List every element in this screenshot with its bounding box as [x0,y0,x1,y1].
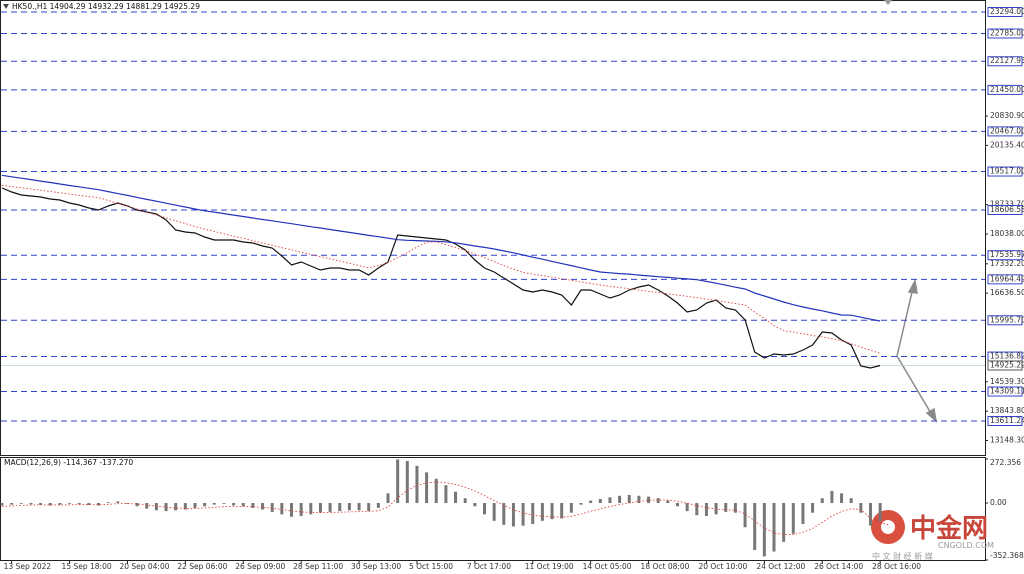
x-tick-label: 22 Sep 06:00 [177,562,227,571]
level-label-box [987,315,1023,326]
level-label: 20467.00 [990,126,1024,135]
level-label: 15136.82 [990,352,1024,361]
level-label-box [987,250,1023,261]
y-tick-label: 16636.50 [990,288,1024,297]
level-label-box [987,84,1023,95]
level-label-box [987,6,1023,17]
symbol-icon [3,4,9,9]
level-label-box [987,204,1023,215]
level-label-box [987,274,1023,285]
shift-marker [884,0,892,5]
x-tick-label: 20 Sep 04:00 [119,562,169,571]
series-line [1,174,881,322]
site: CNGOLD.COM [938,541,994,550]
brand: 中金网 [910,513,988,544]
y-tick-label: 272.356 [990,458,1021,467]
x-tick-label: 24 Oct 12:00 [756,562,805,571]
forecast-arrows [896,278,938,423]
y-tick-label: 18038.00 [990,229,1024,238]
x-tick-label: 7 Oct 17:00 [467,562,511,571]
level-label: 22127.93 [990,56,1024,65]
level-label: 18606.58 [990,205,1024,214]
level-label-box [987,126,1023,137]
x-tick-label: 5 Oct 15:00 [409,562,453,571]
x-tick-label: 28 Oct 16:00 [872,562,921,571]
last-price-label: 14925.29 [990,360,1024,369]
chart-header: HK50.,H1 14904.29 14932.29 14881.29 1492… [12,2,200,11]
level-label: 17535.97 [990,250,1024,259]
y-tick-label: 17332.20 [990,259,1024,268]
main-panel [0,0,986,456]
series-line [1,481,890,536]
last-price-box [987,360,1023,371]
y-tick-label: 13148.30 [990,436,1024,445]
level-label: 23294.00 [990,7,1024,16]
y-tick-label: 20135.40 [990,140,1024,149]
level-label-box [987,166,1023,177]
level-label-box [987,28,1023,39]
x-tick-label: 14 Oct 05:00 [583,562,632,571]
logo-inner [881,520,895,534]
series-line [1,187,881,369]
slogan: 中 文 财 经 新 媒 [872,551,933,561]
watermark: 中金网 CNGOLD.COM 中 文 财 经 新 媒 [871,510,994,561]
x-tick-label: 20 Oct 10:00 [698,562,747,571]
macd-panel [0,457,986,561]
y-tick-label: 0.00 [990,498,1007,507]
arrow-up [896,287,914,357]
y-tick-label: 20830.90 [990,111,1024,120]
arrow-head [907,278,918,294]
x-tick-label: 28 Sep 11:00 [293,562,343,571]
x-tick-label: 18 Oct 08:00 [641,562,690,571]
x-tick-label: 13 Sep 2022 [4,562,52,571]
level-label-box [987,386,1023,397]
x-tick-label: 26 Oct 14:00 [814,562,863,571]
y-tick-label: 14539.30 [990,377,1024,386]
y-tick-label: 18733.70 [990,200,1024,209]
x-tick-label: 30 Sep 13:00 [351,562,401,571]
arrow-head [925,407,938,423]
series-line [1,184,881,354]
level-label: 16964.49 [990,274,1024,283]
level-label: 15995.70 [990,315,1024,324]
level-label-box [987,56,1023,67]
level-label: 13611.24 [990,416,1024,425]
level-label: 21450.00 [990,85,1024,94]
level-label: 14309.11 [990,387,1024,396]
arrow-down [896,355,933,416]
level-label: 19517.00 [990,167,1024,176]
level-label-box [987,415,1023,426]
y-tick-label: 13843.80 [990,406,1024,415]
x-tick-label: 11 Oct 19:00 [525,562,574,571]
level-label: 22785.00 [990,28,1024,37]
x-tick-label: 26 Sep 09:00 [235,562,285,571]
x-tick-label: 15 Sep 18:00 [62,562,112,571]
macd-header: MACD(12,26,9) -114.367 -137.270 [4,458,133,467]
y-tick-label: -352.368 [990,551,1024,560]
